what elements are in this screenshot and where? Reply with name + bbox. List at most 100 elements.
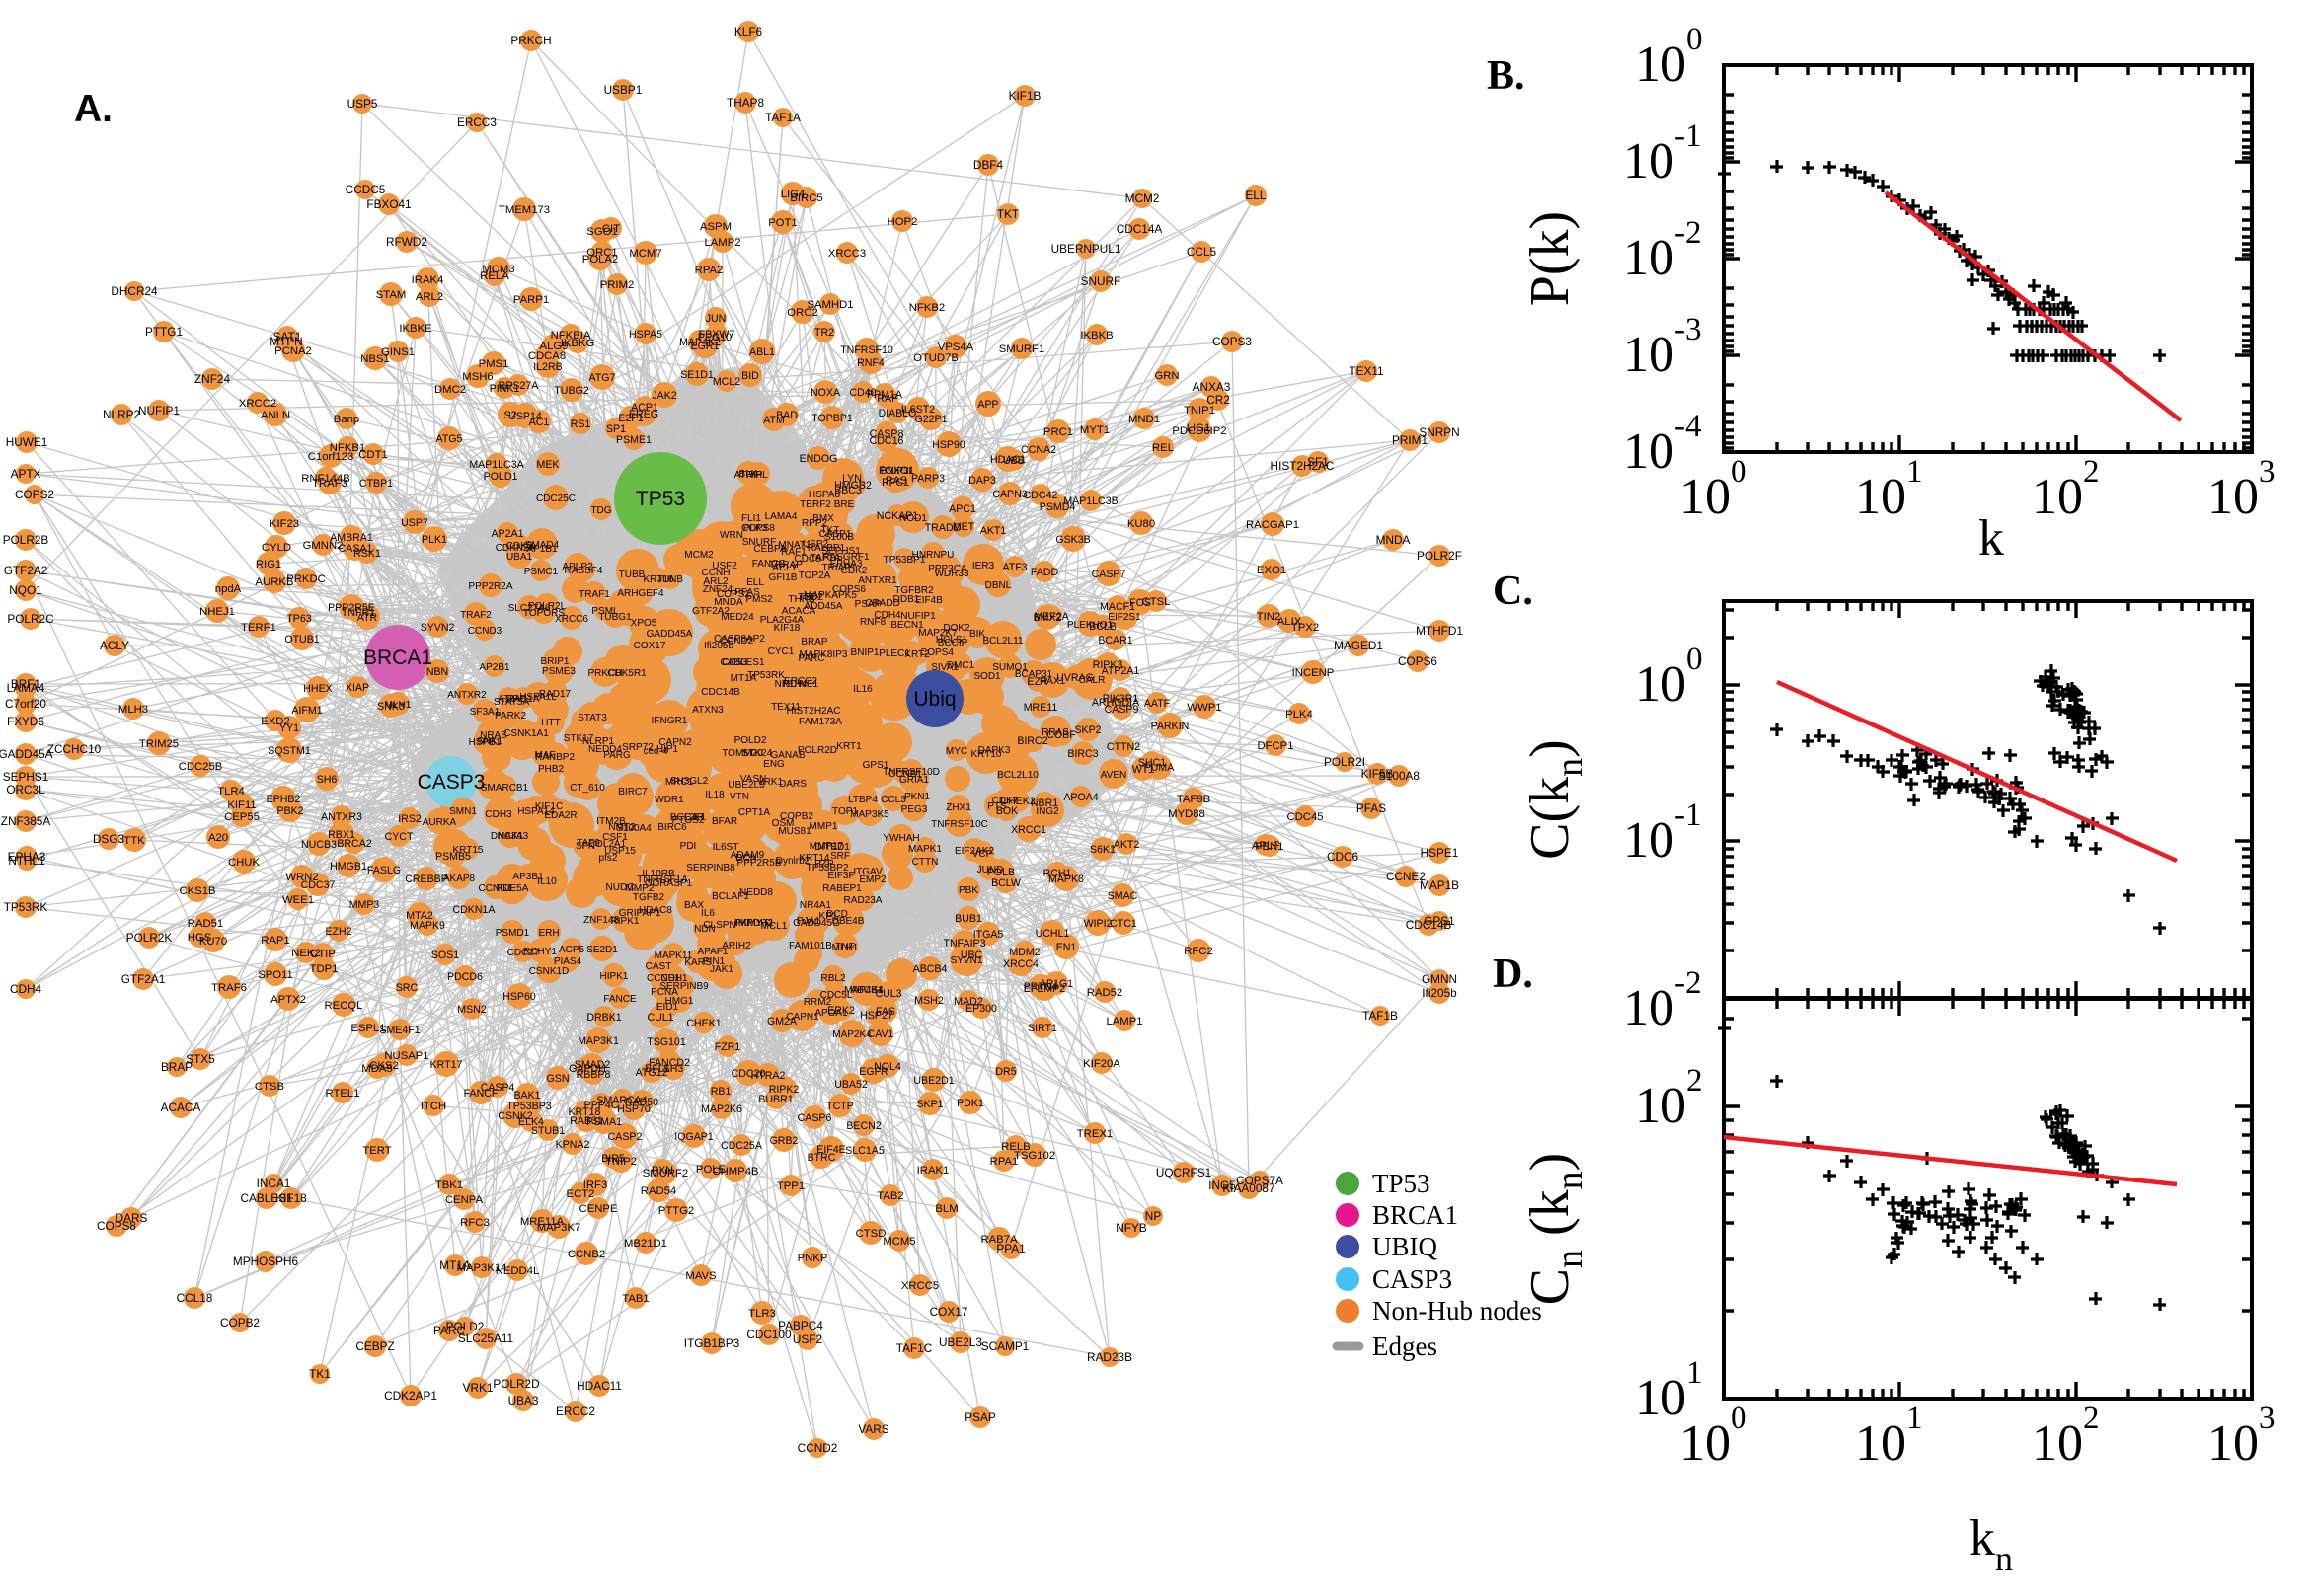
svg-text:NR4A1: NR4A1 [800, 900, 832, 911]
svg-text:VASN: VASN [740, 774, 767, 785]
svg-text:ALIX: ALIX [1277, 616, 1302, 628]
svg-text:TRAF6: TRAF6 [211, 982, 247, 994]
svg-text:NEDD4L: NEDD4L [496, 1265, 540, 1277]
svg-text:FXYD6: FXYD6 [7, 715, 44, 728]
svg-text:HIST2H2AC: HIST2H2AC [786, 706, 840, 717]
svg-text:CREBBP: CREBBP [405, 874, 448, 885]
svg-text:COPS6: COPS6 [1398, 654, 1437, 668]
svg-text:MAP4K2: MAP4K2 [679, 337, 721, 348]
svg-text:STUB1: STUB1 [531, 1125, 565, 1137]
svg-text:TAF1A: TAF1A [765, 111, 801, 124]
svg-text:ITCH: ITCH [421, 1101, 446, 1112]
svg-text:WT1: WT1 [1132, 764, 1154, 776]
svg-text:AKAP8: AKAP8 [443, 874, 476, 884]
svg-text:MAPK8: MAPK8 [1048, 874, 1084, 885]
svg-text:MPHOSPH6: MPHOSPH6 [233, 1254, 299, 1268]
svg-text:MET: MET [953, 521, 975, 533]
svg-text:TLR4: TLR4 [217, 786, 245, 798]
svg-text:EIF2S1: EIF2S1 [1108, 612, 1141, 623]
svg-text:MCM7: MCM7 [629, 248, 661, 260]
svg-text:C7orf20: C7orf20 [5, 697, 46, 711]
svg-text:RFWD2: RFWD2 [386, 235, 427, 249]
svg-text:EMP2: EMP2 [859, 874, 887, 885]
svg-text:INCENP: INCENP [1292, 667, 1335, 679]
svg-text:TNFRSF10: TNFRSF10 [840, 344, 893, 356]
svg-text:KRT15: KRT15 [453, 845, 484, 856]
svg-text:GINS1: GINS1 [381, 346, 415, 358]
svg-text:RFC1: RFC1 [882, 477, 909, 489]
svg-text:RASSF4: RASSF4 [565, 566, 603, 576]
svg-text:ASPM: ASPM [700, 221, 732, 233]
svg-text:BIRC2: BIRC2 [1017, 735, 1047, 747]
svg-text:XPO5: XPO5 [631, 618, 657, 629]
svg-text:IRS2: IRS2 [398, 813, 422, 825]
svg-text:Ifi205b: Ifi205b [704, 641, 733, 651]
svg-text:UBC: UBC [961, 950, 983, 961]
svg-text:HIP1: HIP1 [656, 744, 679, 755]
svg-text:PCNA2: PCNA2 [274, 345, 312, 357]
svg-text:UBIQ: UBIQ [1372, 1232, 1437, 1261]
svg-text:CT_610: CT_610 [570, 783, 605, 794]
svg-text:MAP4K4: MAP4K4 [844, 985, 884, 996]
svg-text:RTEL1: RTEL1 [326, 1088, 360, 1100]
svg-text:ITGB1BP3: ITGB1BP3 [684, 1336, 740, 1350]
svg-text:NUCB3: NUCB3 [301, 839, 337, 851]
svg-text:KRT18: KRT18 [569, 1106, 601, 1118]
svg-text:CDC14B: CDC14B [701, 687, 740, 698]
svg-text:RPS27A: RPS27A [499, 380, 540, 392]
svg-text:YY1: YY1 [279, 722, 299, 734]
svg-text:CEBPA: CEBPA [753, 544, 786, 555]
svg-text:IL6ST2: IL6ST2 [901, 404, 935, 416]
svg-text:BLM: BLM [935, 1203, 958, 1215]
svg-text:PRIM1: PRIM1 [1392, 433, 1428, 447]
svg-text:NEDD8: NEDD8 [739, 887, 773, 898]
svg-text:CDH4: CDH4 [874, 610, 901, 621]
svg-text:ATF3: ATF3 [1002, 562, 1027, 573]
svg-text:SNRPN: SNRPN [1419, 425, 1459, 439]
svg-text:DAPK3: DAPK3 [978, 745, 1011, 756]
svg-text:BECN1: BECN1 [890, 620, 924, 631]
svg-text:DHCR24: DHCR24 [111, 284, 158, 298]
svg-text:ARIH2: ARIH2 [722, 941, 751, 951]
svg-text:STAM: STAM [376, 289, 407, 301]
svg-text:CTSL: CTSL [1142, 596, 1171, 608]
svg-text:TNFRSF10C: TNFRSF10C [931, 819, 988, 830]
svg-text:CDK5R1: CDK5R1 [607, 668, 647, 679]
svg-text:TLR3: TLR3 [748, 1308, 776, 1320]
svg-text:CDC37: CDC37 [301, 879, 336, 891]
svg-text:HTT: HTT [541, 718, 560, 728]
svg-text:DBF4: DBF4 [973, 158, 1004, 172]
svg-text:UBA52: UBA52 [834, 1079, 868, 1091]
svg-text:CDC25A: CDC25A [721, 1140, 763, 1152]
svg-text:MUS81: MUS81 [778, 826, 811, 837]
svg-text:CCND3: CCND3 [468, 626, 502, 637]
svg-text:SMURF1: SMURF1 [999, 343, 1044, 355]
svg-text:RFC3: RFC3 [460, 1217, 490, 1229]
svg-text:PABPC4: PABPC4 [778, 1319, 823, 1332]
svg-text:DOK2: DOK2 [943, 623, 970, 634]
svg-text:CDC6: CDC6 [1327, 850, 1359, 864]
svg-text:IQGAP1: IQGAP1 [674, 1131, 714, 1143]
svg-text:MAP3K7: MAP3K7 [537, 1222, 581, 1234]
svg-text:MAPK1: MAPK1 [908, 844, 942, 855]
svg-text:CASA1: CASA1 [339, 543, 373, 555]
svg-text:PBK2: PBK2 [276, 805, 303, 817]
svg-text:BIRC5: BIRC5 [790, 192, 822, 204]
svg-text:TP63: TP63 [286, 613, 311, 625]
svg-text:A.: A. [74, 88, 113, 130]
svg-text:POLR2D: POLR2D [798, 745, 837, 756]
svg-text:KIF11: KIF11 [227, 799, 256, 811]
svg-text:DDB1: DDB1 [893, 594, 920, 605]
svg-text:CTSB: CTSB [255, 1081, 284, 1093]
svg-text:SH3: SH3 [663, 1063, 684, 1075]
svg-text:PARKIN: PARKIN [1151, 721, 1190, 732]
svg-text:ERCC3: ERCC3 [457, 115, 497, 129]
svg-text:NEK2: NEK2 [291, 948, 321, 959]
svg-text:MT1A: MT1A [731, 673, 757, 684]
svg-text:BBC3: BBC3 [834, 485, 862, 496]
svg-text:CDC14B: CDC14B [1406, 918, 1452, 932]
svg-text:CDC14A: CDC14A [1117, 222, 1163, 236]
svg-text:UBE2L3: UBE2L3 [939, 1335, 982, 1349]
svg-text:S100B: S100B [824, 532, 854, 543]
svg-text:CENPA: CENPA [445, 1194, 484, 1206]
